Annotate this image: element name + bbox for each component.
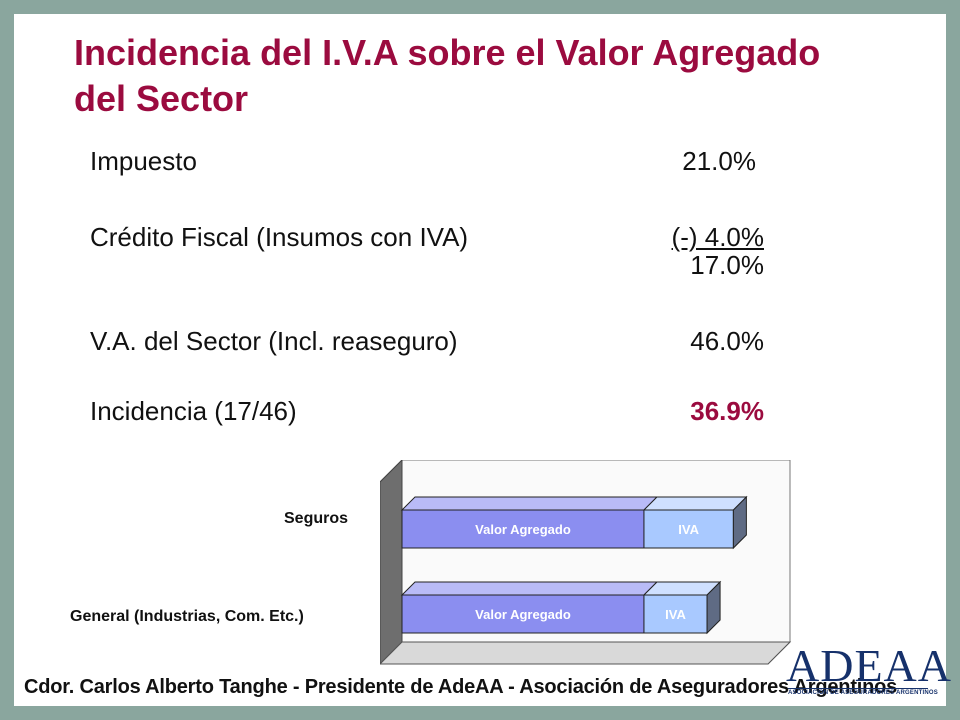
bar-top-face [642, 496, 748, 511]
stacked-bar-chart: Valor Agregado IVA Valor Agregado IVA [380, 460, 792, 665]
footer-text: Cdor. Carlos Alberto Tanghe - Presidente… [24, 676, 898, 698]
plot-floor [380, 641, 792, 665]
adeaa-logo: ADEAA ASOCIACION DE ASEGURADORES ARGENTI… [782, 642, 951, 702]
bar-side-face [706, 580, 721, 635]
row-value: 21.0% [682, 146, 756, 176]
row-label: V.A. del Sector (Incl. reaseguro) [90, 326, 458, 356]
logo-subtitle: ASOCIACION DE ASEGURADORES ARGENTINOS [788, 690, 938, 696]
row-value: 17.0% [690, 250, 764, 280]
row-value: (-) 4.0% [671, 222, 764, 252]
logo-wordmark: ADEAA [786, 640, 952, 691]
bar-segment-label: Valor Agregado [475, 607, 571, 622]
row-label: Incidencia (17/46) [90, 396, 297, 426]
row-value: 46.0% [690, 326, 764, 356]
row-value-highlight: 36.9% [690, 396, 764, 426]
bar-top-face [400, 581, 659, 596]
plot-side-wall [380, 460, 403, 665]
bar-segment [643, 509, 734, 549]
bar-segment [643, 594, 708, 634]
chart-category-label: Seguros [284, 510, 349, 527]
chart-category-label: General (Industrias, Com. Etc.) [70, 608, 304, 625]
bar-segment-label: Valor Agregado [475, 522, 571, 537]
bar-segment-label: IVA [678, 522, 699, 537]
row-label: Impuesto [90, 146, 197, 176]
slide-title: Incidencia del I.V.A sobre el Valor Agre… [74, 32, 821, 119]
bar-segment-label: IVA [665, 607, 686, 622]
row-label: Crédito Fiscal (Insumos con IVA) [90, 222, 469, 252]
logo-rule [788, 688, 928, 689]
bar-side-face [732, 495, 747, 550]
bar-segment [401, 594, 645, 634]
bar-top-face [400, 496, 659, 511]
